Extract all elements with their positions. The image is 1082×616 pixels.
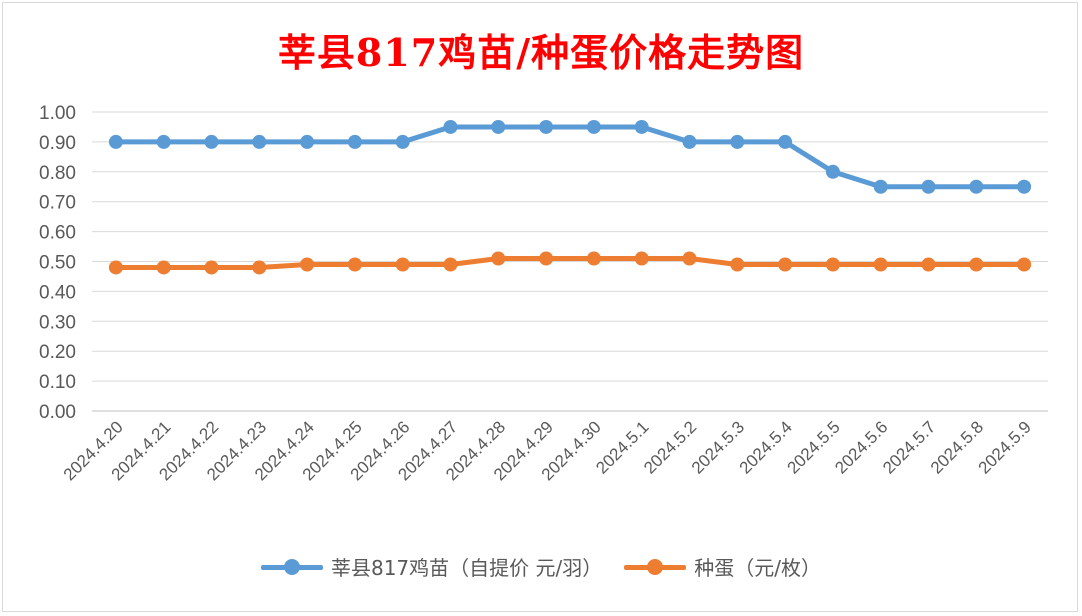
data-point	[491, 119, 506, 134]
data-point	[825, 164, 840, 179]
y-tick-label: 0.40	[39, 282, 76, 303]
y-tick-label: 0.60	[39, 223, 76, 244]
data-point	[730, 257, 745, 272]
legend-swatch-egg	[624, 557, 687, 577]
y-tick-label: 0.10	[39, 372, 76, 393]
data-point	[347, 134, 362, 149]
legend-item-egg: 种蛋（元/枚）	[624, 552, 821, 581]
data-point	[586, 251, 601, 266]
data-point	[300, 257, 315, 272]
y-tick-label: 0.70	[39, 193, 76, 214]
chart-legend: 莘县817鸡苗（自提价 元/羽） 种蛋（元/枚）	[0, 552, 1082, 581]
data-point	[634, 119, 649, 134]
data-point	[204, 134, 219, 149]
y-tick-label: 0.50	[39, 253, 76, 274]
data-point	[252, 134, 267, 149]
data-point	[204, 260, 219, 275]
data-point	[682, 251, 697, 266]
data-point	[778, 257, 793, 272]
y-tick-label: 0.90	[39, 133, 76, 154]
data-point	[539, 251, 554, 266]
data-point	[156, 134, 171, 149]
data-point	[156, 260, 171, 275]
series-line-0	[113, 124, 1027, 190]
data-point	[395, 257, 410, 272]
data-point	[443, 257, 458, 272]
data-point	[921, 179, 936, 194]
data-point	[682, 134, 697, 149]
y-tick-label: 0.20	[39, 342, 76, 363]
chart-title: 莘县817鸡苗/种蛋价格走势图	[277, 30, 805, 75]
data-point	[634, 251, 649, 266]
data-point	[108, 260, 123, 275]
data-point	[825, 257, 840, 272]
legend-item-chick: 莘县817鸡苗（自提价 元/羽）	[260, 552, 603, 581]
legend-swatch-chick	[260, 557, 323, 577]
data-point	[586, 119, 601, 134]
data-point	[252, 260, 267, 275]
data-point	[778, 134, 793, 149]
data-point	[921, 257, 936, 272]
data-point	[730, 134, 745, 149]
y-tick-label: 1.00	[39, 103, 76, 124]
data-point	[969, 257, 984, 272]
y-tick-label: 0.00	[39, 402, 76, 423]
data-point	[539, 119, 554, 134]
series-line-1	[113, 256, 1027, 270]
data-point	[108, 134, 123, 149]
y-tick-label: 0.30	[39, 312, 76, 333]
data-point	[347, 257, 362, 272]
data-point	[1017, 257, 1032, 272]
legend-label-egg: 种蛋（元/枚）	[694, 556, 822, 580]
data-point	[1017, 179, 1032, 194]
x-tick-label: 2024.5.9	[975, 417, 1035, 477]
data-point	[491, 251, 506, 266]
y-tick-label: 0.80	[39, 163, 76, 184]
data-point	[969, 179, 984, 194]
data-point	[300, 134, 315, 149]
data-point	[873, 257, 888, 272]
legend-label-chick: 莘县817鸡苗（自提价 元/羽）	[330, 556, 603, 580]
data-point	[395, 134, 410, 149]
data-point	[873, 179, 888, 194]
data-point	[443, 119, 458, 134]
